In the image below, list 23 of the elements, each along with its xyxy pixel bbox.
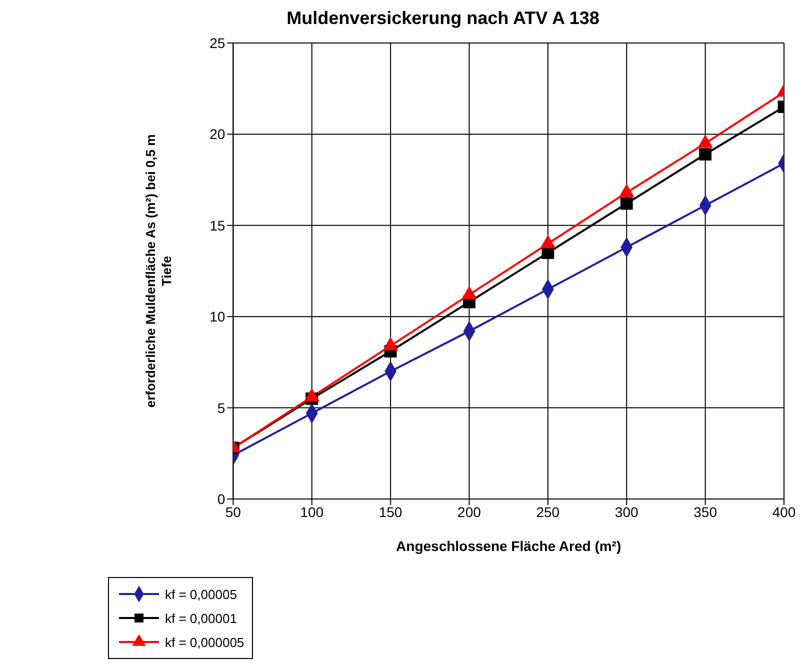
legend-label: kf = 0,00001	[165, 610, 237, 626]
x-tick-label: 150	[378, 504, 402, 520]
x-tick-label: 250	[536, 504, 560, 520]
x-tick-label: 350	[694, 504, 718, 520]
x-tick-label: 300	[614, 504, 639, 520]
x-tick-label: 100	[300, 504, 324, 520]
y-tick-label: 0	[217, 490, 226, 507]
y-axis-title: erforderliche Muldenfläche As (m²) bei 0,5 m Tiefe	[143, 134, 174, 408]
x-axis-title: Angeschlossene Fläche Ared (m²)	[396, 538, 622, 554]
point	[542, 246, 554, 259]
x-tick-label: 50	[225, 504, 242, 520]
point	[620, 197, 633, 210]
y-tick-label: 20	[210, 126, 226, 142]
legend-label: kf = 0,00005	[165, 586, 237, 602]
chart-title: Muldenversickerung nach ATV A 138	[286, 8, 600, 29]
point	[699, 148, 712, 160]
legend-label: kf = 0,000005	[165, 634, 244, 650]
x-tick-label: 200	[458, 504, 482, 520]
y-tick-label: 15	[210, 217, 226, 234]
y-tick-label: 25	[210, 34, 226, 51]
x-tick-label: 400	[772, 504, 796, 520]
y-tick-label: 5	[217, 400, 226, 416]
y-tick-label: 10	[210, 308, 226, 325]
